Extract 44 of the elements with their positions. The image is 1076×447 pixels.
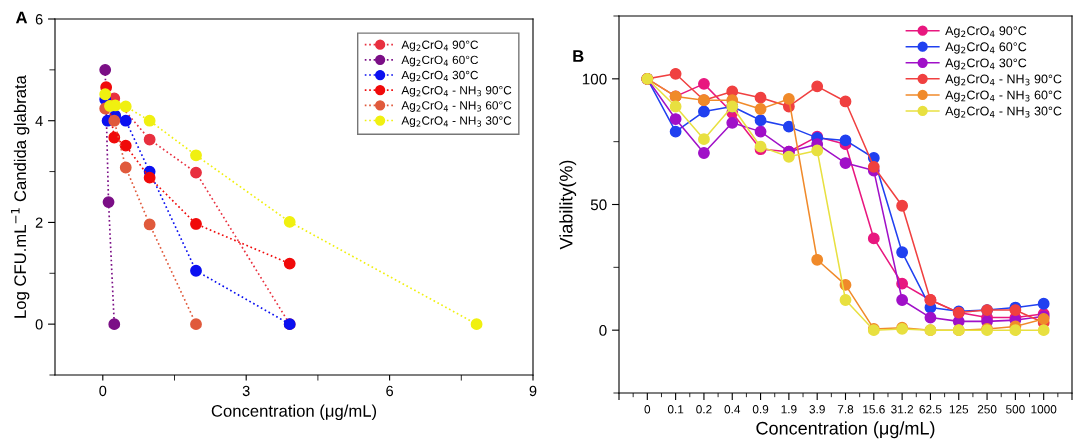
y-axis-title: Log CFU.mL$^{−1}$ Candida glabrata <box>11 75 30 318</box>
legend-label: Ag$_{2}$CrO$_{4}$ - NH$_{3}$ 30°C <box>401 116 512 128</box>
x-tick-label: 125 <box>949 405 969 414</box>
x-axis-title: Concentration (μg/mL) <box>756 421 935 439</box>
legend-label: Ag$_{2}$CrO$_{4}$ 60°C <box>945 42 1027 54</box>
legend-label: Ag$_{2}$CrO$_{4}$ - NH$_{3}$ 60°C <box>945 90 1062 102</box>
x-tick-label: 0.4 <box>724 405 741 414</box>
x-tick-label: 1.9 <box>781 405 797 414</box>
chart-title: A <box>15 11 28 24</box>
y-tick-label: 50 <box>590 199 607 211</box>
y-tick-label: 100 <box>582 73 607 85</box>
x-tick-label: 62.5 <box>919 405 942 414</box>
y-tick-label: 0 <box>35 319 43 330</box>
x-tick-label: 500 <box>1006 405 1025 414</box>
legend-label: Ag$_{2}$CrO$_{4}$ - NH$_{3}$ 90°C <box>945 74 1062 86</box>
y-tick-label: 2 <box>35 217 43 228</box>
y-axis-title: Viability(%) <box>559 160 577 250</box>
x-tick-label: 3 <box>242 385 250 397</box>
legend-label: Ag$_{2}$CrO$_{4}$ - NH$_{3}$ 60°C <box>401 101 512 112</box>
legend-label: Ag$_{2}$CrO$_{4}$ 90°C <box>945 26 1027 38</box>
x-tick-label: 9 <box>529 385 537 397</box>
legend-label: Ag$_{2}$CrO$_{4}$ 90°C <box>401 40 479 52</box>
x-tick-label: 0 <box>644 405 651 414</box>
x-tick-label: 250 <box>977 405 997 414</box>
legend-label: Ag$_{2}$CrO$_{4}$ 30°C <box>945 58 1027 70</box>
legend-label: Ag$_{2}$CrO$_{4}$ - NH$_{3}$ 30°C <box>945 106 1062 118</box>
x-axis-title: Concentration (μg/mL) <box>211 404 377 421</box>
y-tick-label: 6 <box>35 14 43 25</box>
x-tick-label: 15.6 <box>863 405 885 414</box>
x-tick-label: 7.8 <box>837 405 854 414</box>
text: B <box>573 50 584 62</box>
x-tick-label: 0.2 <box>696 405 712 414</box>
legend-label: Ag$_{2}$CrO$_{4}$ 30°C <box>401 70 479 82</box>
x-tick-label: 0 <box>99 385 107 397</box>
x-tick-label: 3.9 <box>809 405 825 414</box>
y-tick-label: 4 <box>35 115 43 126</box>
y-tick-label: 0 <box>599 325 607 336</box>
x-tick-label: 31.2 <box>891 405 914 414</box>
x-tick-label: 1000 <box>1031 405 1057 414</box>
legend-label: Ag$_{2}$CrO$_{4}$ - NH$_{3}$ 90°C <box>401 86 512 97</box>
x-tick-label: 6 <box>386 385 394 397</box>
legend-label: Ag$_{2}$CrO$_{4}$ 60°C <box>401 55 479 67</box>
x-tick-label: 0.1 <box>667 405 684 414</box>
x-tick-label: 0.9 <box>752 405 769 414</box>
